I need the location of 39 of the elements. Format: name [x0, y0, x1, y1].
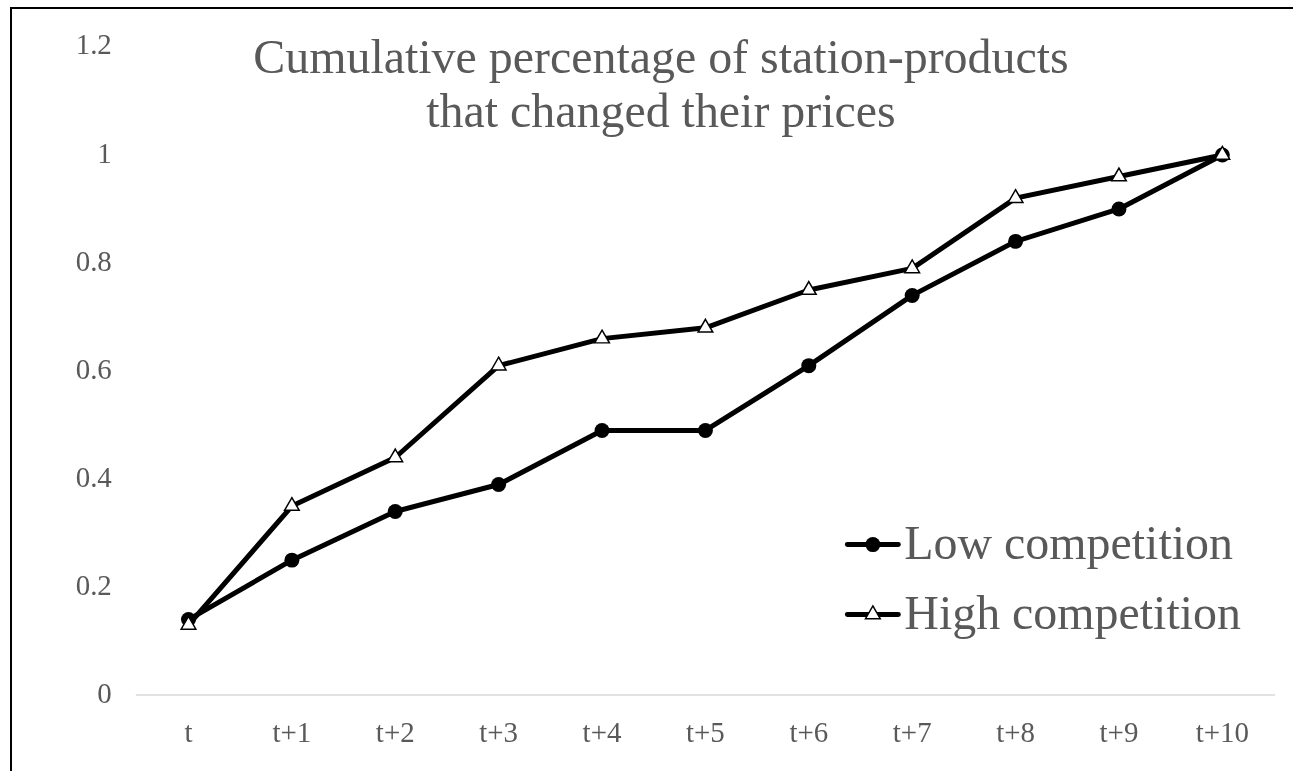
point	[1007, 188, 1024, 204]
y-tick-label: 0.6	[75, 352, 112, 385]
point	[801, 358, 817, 374]
x-tick-label: t+3	[479, 716, 519, 749]
x-tick-label: t+10	[1195, 716, 1249, 749]
point	[1111, 201, 1127, 217]
point	[697, 318, 714, 333]
y-tick-label: 0.8	[75, 244, 112, 277]
legend-label: High competition	[904, 586, 1241, 639]
point	[283, 496, 300, 512]
point	[904, 259, 921, 274]
point	[490, 356, 507, 371]
point	[904, 287, 920, 303]
y-tick-label: 0.4	[75, 460, 113, 493]
point	[1110, 167, 1128, 182]
point	[387, 504, 403, 519]
y-tick-label: 0	[97, 676, 112, 709]
x-tick-label: t+9	[1099, 716, 1139, 749]
point	[284, 552, 300, 568]
legend-label: Low competition	[904, 516, 1233, 570]
point	[697, 423, 713, 438]
point	[593, 329, 611, 344]
chart-title: Cumulative percentage of station-products that changed their prices	[253, 29, 1069, 137]
x-tick-label: t+7	[892, 716, 932, 749]
x-tick-label: t+6	[789, 716, 829, 749]
y-tick-label: 1.2	[75, 28, 112, 61]
point	[387, 448, 404, 463]
x-tick-label: t+1	[272, 716, 312, 749]
y-tick-label: 0.2	[75, 568, 112, 601]
point	[800, 280, 817, 295]
point	[1008, 233, 1024, 249]
x-tick-label: t	[184, 716, 193, 749]
x-tick-label: t+5	[686, 716, 725, 749]
y-tick-label: 1	[97, 136, 112, 169]
point	[491, 477, 507, 492]
x-tick-label: t+4	[582, 716, 622, 749]
x-tick-label: t+8	[996, 716, 1035, 749]
x-tick-label: t+2	[375, 716, 415, 749]
point	[594, 423, 610, 438]
